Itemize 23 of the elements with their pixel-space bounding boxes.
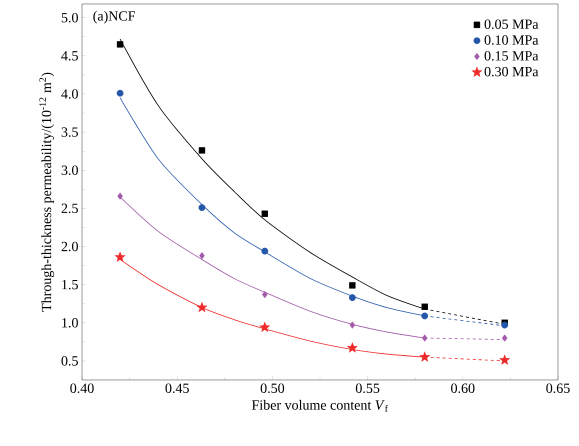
y-axis-title: Through-thickness permeability/(10$^{-12}$ m$^{2}$) bbox=[39, 72, 54, 312]
x-tick-label: 0.65 bbox=[546, 384, 570, 394]
y-tick-label: 2.5 bbox=[62, 204, 78, 214]
x-tick-label: 0.55 bbox=[356, 384, 380, 394]
x-tick-label: 0.60 bbox=[451, 384, 475, 394]
x-tick-label: 0.50 bbox=[260, 384, 284, 394]
y-tick-label: 4.0 bbox=[61, 89, 78, 99]
legend-label: 0.05 MPa bbox=[484, 19, 538, 29]
annotation: (a)NCF bbox=[93, 10, 135, 24]
y-tick-label: 1.0 bbox=[62, 318, 78, 328]
y-tick-label: 3.5 bbox=[62, 127, 78, 137]
legend-label: 0.15 MPa bbox=[484, 51, 538, 61]
y-tick-label: 3.0 bbox=[62, 165, 78, 176]
y-tick-label: 0.5 bbox=[62, 356, 78, 366]
x-axis-title: Fiber volume content V$_{f}$ bbox=[252, 400, 388, 412]
legend-label: 0.30 MPa bbox=[484, 66, 538, 76]
x-tick-label: 0.40 bbox=[70, 384, 94, 394]
x-tick-label: 0.45 bbox=[165, 384, 189, 394]
y-tick-label: 4.5 bbox=[61, 51, 78, 61]
y-tick-label: 5.0 bbox=[62, 12, 78, 22]
y-tick-label: 2.0 bbox=[62, 242, 78, 252]
y-tick-label: 1.5 bbox=[62, 280, 78, 290]
legend-label: 0.10 MPa bbox=[484, 35, 538, 45]
